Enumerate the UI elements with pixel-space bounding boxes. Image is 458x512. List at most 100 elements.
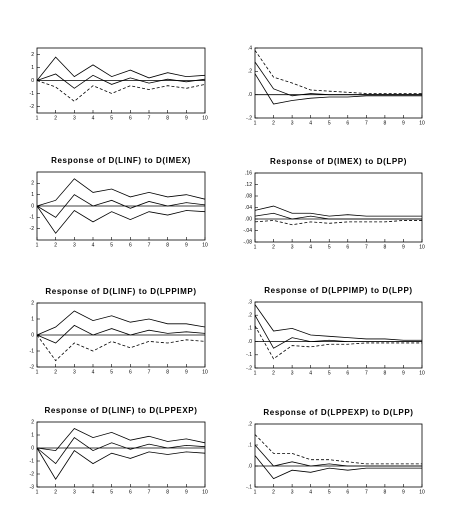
panel: .4 .2 .0 -.21 2 3 4 5 6 7 8 9 10 [246, 45, 425, 126]
panel: Response of D(LINF) to D(IMEX) -2 -1 0 1 2 1 2 3… [30, 156, 208, 248]
y-tick-label: -2 [30, 226, 35, 232]
x-tick-label: 7 [365, 370, 368, 376]
x-tick-label: 1 [254, 244, 257, 250]
response-line [36, 310, 206, 336]
y-tick-label: -1 [30, 91, 35, 97]
x-tick-label: 1 [36, 369, 39, 375]
x-tick-label: 7 [148, 242, 151, 248]
x-tick-label: 5 [110, 369, 113, 375]
response-line [254, 325, 422, 360]
plot-frame [254, 423, 423, 488]
x-tick-label: 7 [365, 120, 368, 126]
y-tick-label: 0 [31, 78, 34, 84]
x-tick-label: 3 [73, 242, 76, 248]
panel-title: Response of D(LPPIMP) to D(LPP) [264, 286, 412, 295]
x-tick-label: 8 [166, 369, 169, 375]
x-tick-label: 9 [185, 369, 188, 375]
x-tick-label: 6 [346, 489, 349, 495]
y-tick-label: .1 [248, 326, 252, 332]
response-line [254, 444, 422, 467]
x-tick-label: 7 [148, 489, 151, 495]
x-tick-label: 1 [254, 489, 257, 495]
panel-title: Response of D(LINF) to D(IMEX) [51, 156, 191, 165]
x-tick-label: 4 [309, 120, 312, 126]
x-tick-label: 9 [185, 242, 188, 248]
response-line [254, 205, 422, 217]
x-tick-label: 4 [309, 489, 312, 495]
x-tick-label: 4 [92, 115, 95, 121]
x-tick-label: 4 [309, 370, 312, 376]
response-line [254, 50, 422, 94]
y-tick-label: -3 [30, 484, 35, 490]
x-tick-label: 10 [202, 489, 208, 495]
y-tick-label: -2 [30, 364, 35, 370]
x-tick-label: 10 [419, 489, 425, 495]
y-tick-label: 0 [31, 445, 34, 451]
response-line [36, 437, 206, 465]
x-tick-label: 3 [73, 369, 76, 375]
y-tick-label: 2 [31, 52, 34, 58]
x-tick-label: 8 [383, 120, 386, 126]
x-tick-label: 7 [148, 115, 151, 121]
x-tick-label: 8 [383, 370, 386, 376]
x-tick-label: 9 [185, 115, 188, 121]
plot-frame [254, 301, 423, 369]
x-tick-label: 9 [185, 489, 188, 495]
y-tick-label: .12 [245, 182, 252, 188]
x-tick-label: 7 [365, 244, 368, 250]
response-line [36, 56, 206, 81]
x-tick-label: 4 [92, 489, 95, 495]
response-line [254, 73, 422, 105]
response-line [36, 194, 206, 218]
x-tick-label: 10 [202, 242, 208, 248]
plot-frame [254, 172, 423, 243]
y-tick-label: 2 [31, 300, 34, 306]
x-tick-label: 7 [365, 489, 368, 495]
x-tick-label: 5 [328, 370, 331, 376]
x-tick-label: 3 [73, 115, 76, 121]
y-tick-label: .04 [245, 205, 252, 211]
y-tick-label: 2 [31, 419, 34, 425]
x-tick-label: 5 [110, 242, 113, 248]
y-tick-label: -1 [30, 215, 35, 221]
x-tick-label: 2 [272, 370, 275, 376]
x-tick-label: 9 [402, 489, 405, 495]
x-tick-label: 6 [346, 244, 349, 250]
response-line [36, 334, 206, 362]
response-line [36, 428, 206, 452]
x-tick-label: 8 [166, 242, 169, 248]
panel: Response of D(IMEX) to D(LPP) .16 .12 .08 .0… [243, 157, 425, 250]
y-tick-label: 1 [31, 192, 34, 198]
x-tick-label: 1 [36, 115, 39, 121]
x-tick-label: 8 [166, 489, 169, 495]
x-tick-label: 9 [402, 244, 405, 250]
panel: Response of D(LINF) to D(LPPIMP) -2 -1 0 1 2 1… [30, 287, 208, 375]
x-tick-label: 4 [92, 369, 95, 375]
y-tick-label: .08 [245, 193, 252, 199]
panel-title: Response of D(LPPEXP) to D(LPP) [263, 408, 413, 417]
x-tick-label: 6 [129, 242, 132, 248]
response-line [36, 447, 206, 480]
x-tick-label: 4 [309, 244, 312, 250]
y-tick-label: .00 [245, 216, 252, 222]
x-tick-label: 1 [36, 489, 39, 495]
response-line [254, 434, 422, 465]
x-tick-label: 2 [54, 242, 57, 248]
response-line [254, 212, 422, 220]
x-tick-label: 5 [328, 489, 331, 495]
x-tick-label: 3 [291, 370, 294, 376]
x-tick-label: 2 [54, 489, 57, 495]
response-line [36, 178, 206, 207]
y-tick-label: -1 [30, 458, 35, 464]
y-tick-label: .16 [245, 170, 252, 176]
x-tick-label: 2 [272, 489, 275, 495]
y-tick-label: -.1 [246, 352, 252, 358]
x-tick-label: 9 [402, 120, 405, 126]
y-tick-label: .0 [248, 92, 252, 98]
x-tick-label: 5 [110, 115, 113, 121]
y-tick-label: .2 [248, 421, 252, 427]
y-tick-label: -1 [30, 348, 35, 354]
y-tick-label: 1 [31, 316, 34, 322]
y-tick-label: 0 [31, 332, 34, 338]
